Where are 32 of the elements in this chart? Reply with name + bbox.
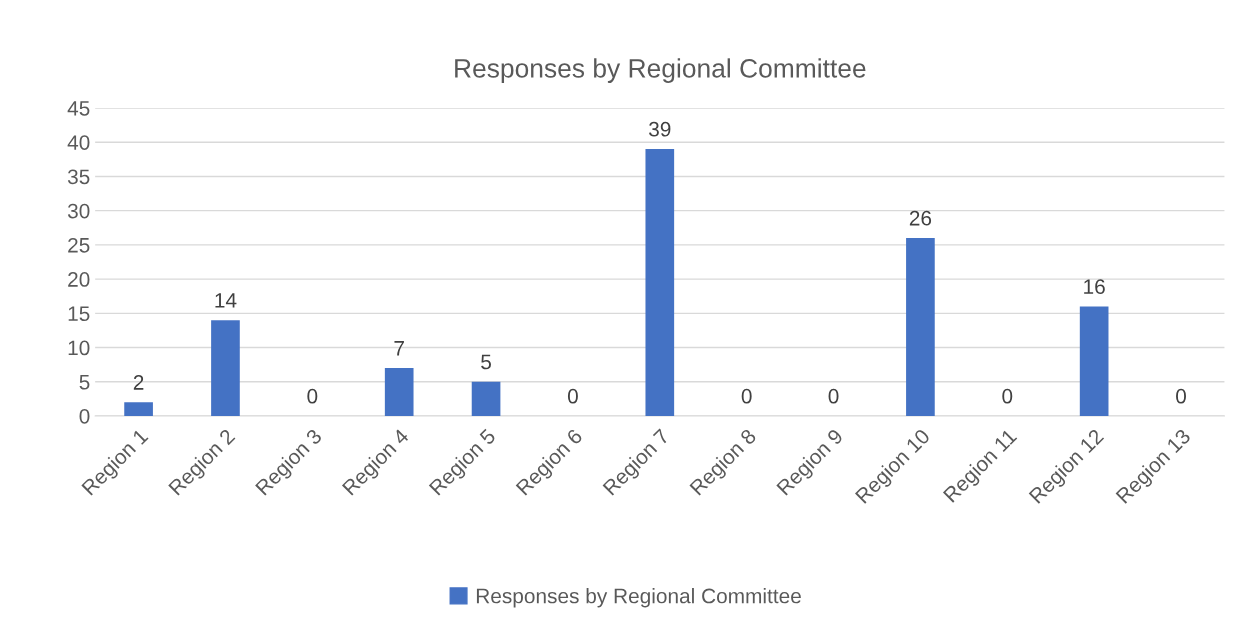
y-tick-label: 25 (68, 237, 90, 253)
data-label: 0 (1002, 388, 1013, 404)
bar (384, 368, 414, 416)
data-label: 16 (1084, 279, 1105, 295)
y-tick-label: 0 (79, 408, 90, 424)
data-label: 0 (307, 388, 318, 404)
chart-title: Responses by Regional Committee (455, 58, 866, 83)
data-label: 39 (649, 121, 671, 137)
y-tick-label: 10 (68, 340, 90, 356)
bar (124, 402, 153, 416)
data-label: 2 (133, 375, 144, 390)
y-tick-label: 15 (68, 306, 90, 322)
y-tick-label: 20 (68, 272, 90, 287)
y-tick-label: 45 (67, 101, 90, 116)
data-label: 0 (567, 388, 578, 404)
bar (645, 149, 675, 416)
data-label: 7 (394, 341, 404, 356)
data-label: 0 (828, 388, 839, 404)
y-tick-label: 30 (67, 203, 90, 219)
data-label: 0 (1176, 388, 1186, 404)
data-label: 5 (481, 354, 491, 370)
bar (1079, 306, 1109, 416)
data-label: 14 (215, 293, 237, 308)
y-tick-label: 35 (67, 169, 90, 185)
legend-label: Responses by Regional Committee (476, 588, 801, 608)
bar (906, 238, 935, 416)
data-label: 26 (909, 210, 932, 226)
bar (471, 381, 501, 416)
y-tick-label: 40 (67, 135, 90, 150)
bar (211, 320, 240, 416)
data-label: 0 (741, 388, 752, 404)
y-tick-label: 5 (79, 374, 90, 390)
